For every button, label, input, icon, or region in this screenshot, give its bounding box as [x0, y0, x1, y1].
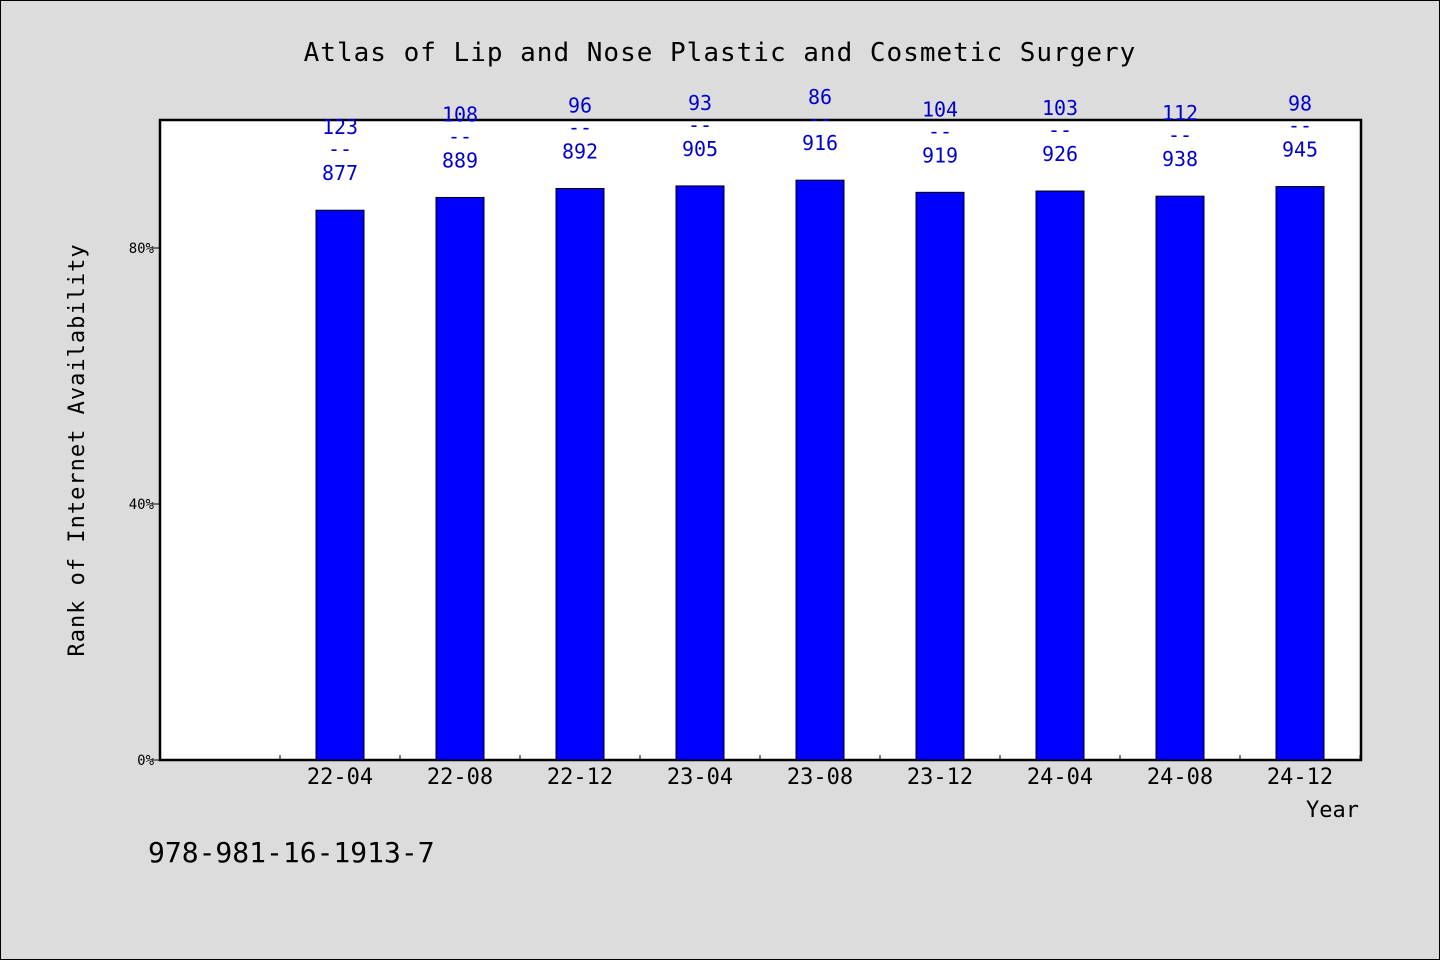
rank-label: 103 [1042, 96, 1078, 120]
separator-label: -- [1288, 114, 1312, 138]
total-label: 892 [562, 139, 598, 163]
x-tick-label: 24-08 [1147, 765, 1213, 790]
bar-24-12 [1275, 186, 1325, 761]
axis-ticks: 0% 40% 80% 22-04 22-08 22-12 23-04 23-08 23-12 24… [129, 241, 1361, 790]
total-label: 945 [1282, 138, 1318, 162]
y-tick-label: 0% [137, 753, 154, 769]
separator-label: -- [688, 113, 712, 137]
total-label: 905 [682, 137, 718, 161]
x-tick-label: 22-04 [307, 765, 373, 790]
bar-22-08 [435, 196, 485, 761]
x-tick-label: 24-04 [1027, 765, 1093, 790]
x-tick-label: 23-08 [787, 765, 853, 790]
isbn-text: 978-981-16-1913-7 [148, 836, 435, 869]
total-label: 938 [1162, 147, 1198, 171]
separator-label: -- [1048, 118, 1072, 142]
separator-label: -- [328, 137, 352, 161]
rank-label: 96 [568, 93, 592, 117]
x-tick-label: 23-12 [907, 765, 973, 790]
rank-label: 93 [688, 91, 712, 115]
x-axis-label: Year [1306, 798, 1359, 823]
bar-23-04 [675, 185, 725, 761]
separator-label: -- [448, 124, 472, 148]
separator-label: -- [808, 107, 832, 131]
rank-label: 104 [922, 97, 958, 121]
x-tick-label: 22-12 [547, 765, 613, 790]
total-label: 919 [922, 143, 958, 167]
y-tick-label: 40% [129, 497, 155, 513]
total-label: 926 [1042, 142, 1078, 166]
total-label: 916 [802, 131, 838, 155]
chart-title: Atlas of Lip and Nose Plastic and Cosmet… [304, 38, 1137, 68]
total-label: 877 [322, 161, 358, 185]
bars [315, 179, 1325, 761]
y-tick-label: 80% [129, 241, 155, 257]
separator-label: -- [568, 115, 592, 139]
rank-label: 123 [322, 115, 358, 139]
bar-24-04 [1035, 190, 1085, 761]
separator-label: -- [1168, 123, 1192, 147]
bar-23-08 [795, 179, 845, 761]
bar-23-12 [915, 191, 965, 761]
bar-22-04 [315, 209, 365, 761]
separator-label: -- [928, 119, 952, 143]
rank-label: 108 [442, 102, 478, 126]
data-labels: 123--877108--88996--89293--90586--916104… [322, 85, 1318, 185]
x-tick-label: 24-12 [1267, 765, 1333, 790]
y-axis-label: Rank of Internet Availability [65, 243, 90, 656]
bar-22-12 [555, 187, 605, 761]
rank-label: 112 [1162, 101, 1198, 125]
rank-label: 86 [808, 85, 832, 109]
total-label: 889 [442, 148, 478, 172]
bar-24-08 [1155, 195, 1205, 761]
x-tick-label: 23-04 [667, 765, 733, 790]
rank-label: 98 [1288, 92, 1312, 116]
x-tick-label: 22-08 [427, 765, 493, 790]
